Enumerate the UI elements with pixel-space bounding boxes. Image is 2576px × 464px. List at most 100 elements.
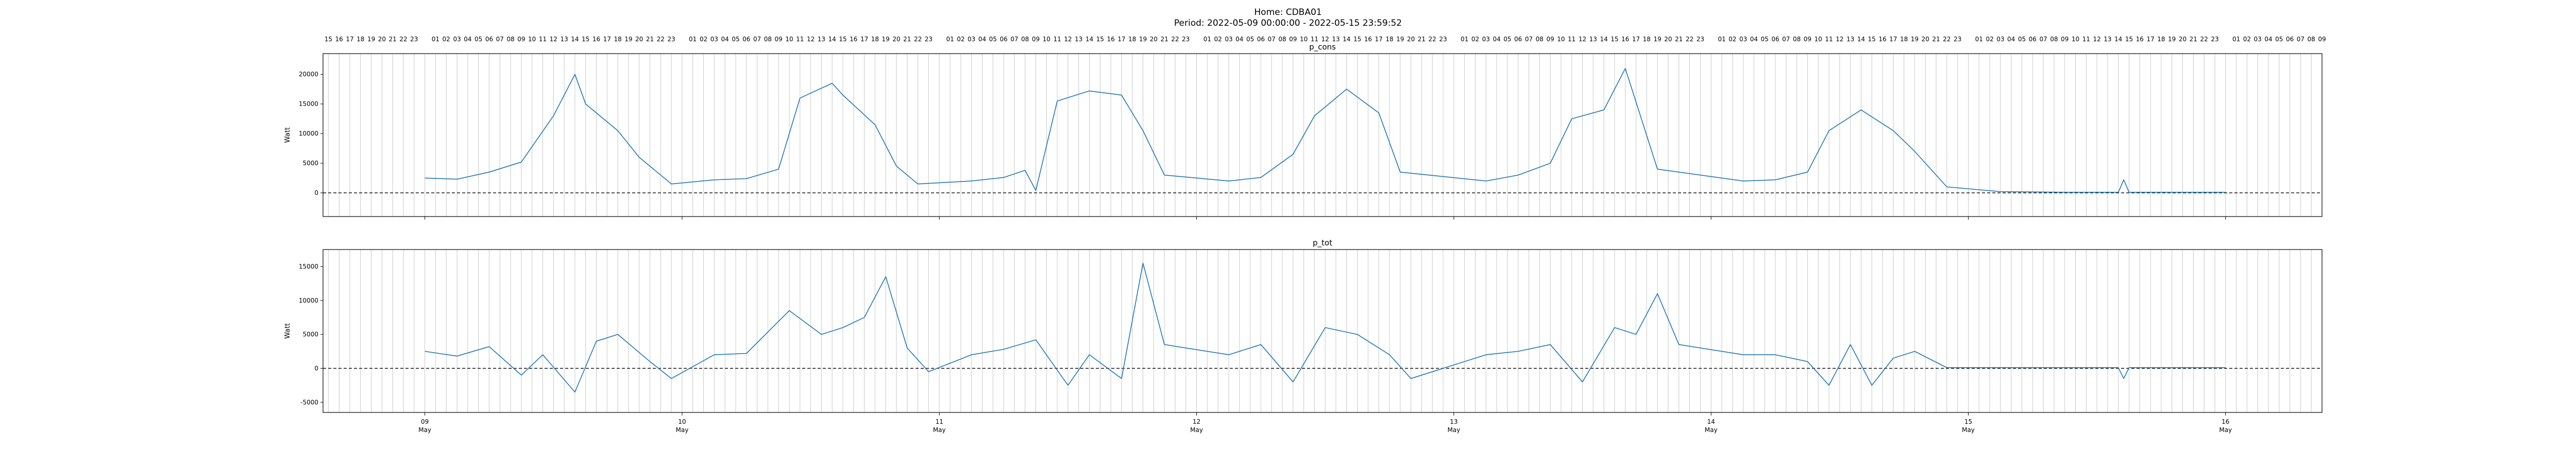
y-axis-label: Watt [284,127,292,143]
hour-tick-label: 10 [528,36,536,43]
day-tick-label: 14 [1707,418,1715,425]
hour-tick-label: 18 [1128,36,1136,43]
hour-tick-label: 23 [410,36,418,43]
hour-tick-label: 08 [1278,36,1286,43]
hour-tick-label: 13 [1075,36,1082,43]
hour-tick-label: 16 [1878,36,1886,43]
hour-tick-label: 09 [1032,36,1040,43]
hour-tick-label: 23 [667,36,675,43]
hour-tick-label: 17 [603,36,611,43]
month-tick-label: May [933,426,946,434]
hour-tick-label: 08 [1793,36,1801,43]
hour-tick-label: 01 [1204,36,1211,43]
day-tick-label: 13 [1450,418,1458,425]
hour-tick-label: 05 [989,36,997,43]
hour-tick-label: 23 [1439,36,1447,43]
y-tick-label: 15000 [299,263,318,270]
hour-tick-label: 18 [2157,36,2165,43]
hour-tick-label: 07 [1010,36,1018,43]
hour-tick-label: 05 [2018,36,2026,43]
hour-tick-label: 08 [2050,36,2058,43]
hour-tick-label: 01 [946,36,954,43]
hour-tick-label: 16 [850,36,857,43]
hour-tick-label: 17 [1632,36,1640,43]
day-tick-label: 11 [936,418,943,425]
hour-tick-label: 18 [614,36,621,43]
hour-tick-label: 05 [474,36,482,43]
hour-tick-label: 21 [389,36,397,43]
hour-tick-label: 04 [2007,36,2015,43]
hour-tick-label: 14 [1600,36,1607,43]
y-tick-label: 10000 [299,297,318,304]
hour-tick-label: 01 [1975,36,1983,43]
hour-tick-label: 08 [764,36,772,43]
hour-tick-label: 12 [550,36,557,43]
hour-tick-label: 05 [1761,36,1769,43]
hour-tick-label: 23 [1697,36,1704,43]
hour-tick-label: 17 [1889,36,1897,43]
hour-tick-label: 06 [1771,36,1779,43]
hour-tick-label: 19 [367,36,375,43]
hour-tick-label: 04 [1235,36,1243,43]
hour-tick-label: 23 [2211,36,2218,43]
figure-title-line1: Home: CDBA01 [1254,7,1321,18]
hour-tick-label: 18 [1900,36,1908,43]
hour-tick-label: 13 [2104,36,2111,43]
hour-tick-label: 09 [2318,36,2326,43]
hour-tick-label: 17 [1117,36,1125,43]
series-line [425,68,2226,193]
y-tick-label: 5000 [302,160,318,167]
hour-tick-label: 06 [2286,36,2294,43]
hour-tick-label: 16 [1107,36,1114,43]
hour-tick-label: 20 [1922,36,1929,43]
hour-tick-label: 22 [1943,36,1951,43]
panel-title: p_cons [1309,42,1336,52]
hour-tick-label: 03 [710,36,718,43]
hour-tick-label: 03 [1996,36,2004,43]
hour-tick-label: 02 [1214,36,1222,43]
hour-tick-label: 21 [1160,36,1168,43]
hour-tick-label: 17 [346,36,353,43]
hour-tick-label: 23 [1182,36,1190,43]
hour-tick-label: 10 [2072,36,2079,43]
hour-tick-label: 15 [325,36,332,43]
hour-tick-label: 07 [1525,36,1533,43]
p-tot-panel: p_totWatt-500005000100001500009May10May1… [284,238,2323,434]
hour-tick-label: 19 [1396,36,1404,43]
y-tick-label: 5000 [302,331,318,338]
figure-title-line2: Period: 2022-05-09 00:00:00 - 2022-05-15… [1174,18,1402,28]
hour-tick-label: 06 [1257,36,1265,43]
hour-tick-label: 11 [1311,36,1318,43]
hour-tick-label: 22 [1686,36,1693,43]
hour-tick-label: 08 [506,36,514,43]
month-tick-label: May [676,426,689,434]
hour-tick-label: 09 [1289,36,1297,43]
hour-tick-label: 12 [2093,36,2100,43]
hour-tick-label: 21 [1418,36,1426,43]
hour-tick-label: 06 [999,36,1007,43]
hour-tick-label: 05 [1246,36,1254,43]
hour-tick-label: 11 [2082,36,2090,43]
hour-tick-label: 07 [2039,36,2047,43]
hour-tick-label: 19 [882,36,890,43]
hour-tick-label: 19 [1139,36,1147,43]
hour-tick-label: 02 [2243,36,2251,43]
hour-tick-label: 01 [1718,36,1725,43]
hour-tick-label: 19 [1653,36,1661,43]
hour-tick-label: 10 [1815,36,1822,43]
hour-tick-label: 22 [914,36,922,43]
hour-tick-label: 01 [689,36,697,43]
hour-tick-label: 21 [1675,36,1683,43]
hour-tick-label: 04 [1750,36,1758,43]
hour-tick-label: 13 [818,36,825,43]
hour-tick-label: 23 [925,36,933,43]
hour-tick-label: 21 [903,36,911,43]
hour-tick-label: 16 [335,36,343,43]
hour-tick-label: 18 [1385,36,1393,43]
hour-tick-label: 09 [1546,36,1554,43]
hour-tick-label: 01 [2232,36,2240,43]
hour-tick-label: 20 [2179,36,2187,43]
hour-tick-label: 07 [496,36,504,43]
hour-tick-label: 09 [517,36,525,43]
